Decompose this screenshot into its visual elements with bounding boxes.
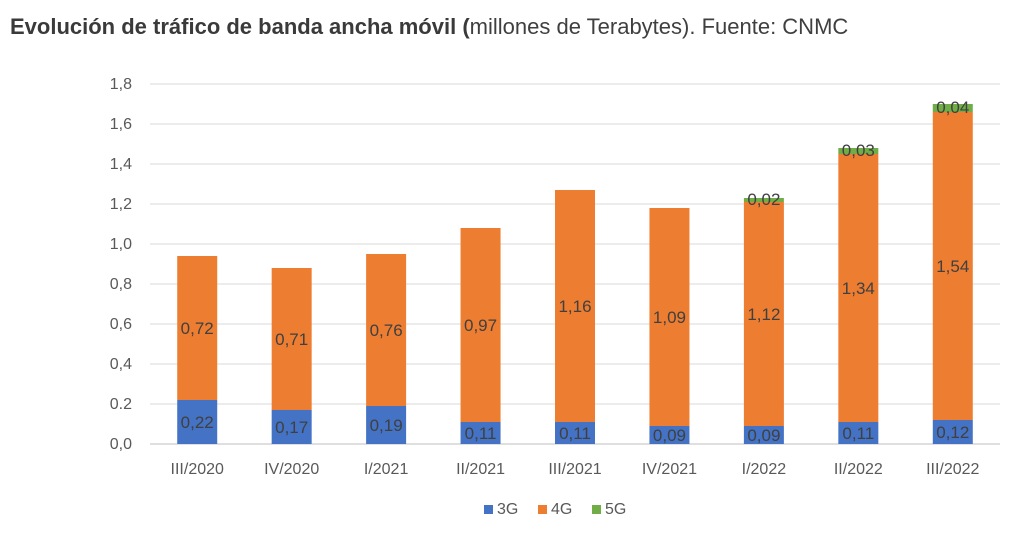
- bar-3g: [177, 400, 218, 444]
- legend-label: 5G: [605, 501, 626, 518]
- bar-4g: [838, 154, 879, 422]
- bar-3g: [649, 426, 690, 444]
- y-tick-label: 1,2: [110, 196, 132, 213]
- data-label: 1,54: [936, 257, 969, 276]
- bar-3g: [932, 420, 973, 444]
- data-label: 0,11: [842, 424, 874, 443]
- x-tick-label: III/2022: [926, 461, 979, 478]
- y-tick-label: 0,6: [110, 316, 132, 333]
- y-tick-label: 0,4: [110, 356, 132, 373]
- y-axis: 0,0 0.2 0,4 0,6 0,8 1,0 1,2 1,4 1,6 1,8: [110, 76, 132, 453]
- chart-title-normal: millones de Terabytes). Fuente: CNMC: [469, 14, 849, 39]
- bar-4g: [366, 254, 407, 406]
- bar-3g: [271, 410, 312, 444]
- y-tick-label: 0,8: [110, 276, 132, 293]
- data-label: 0,12: [936, 423, 969, 442]
- legend-swatch-5g: [592, 505, 601, 514]
- data-label: 0,02: [747, 190, 780, 209]
- bar-4g: [743, 202, 784, 426]
- bar-3g: [366, 406, 407, 444]
- bar-4g: [932, 112, 973, 420]
- bar-4g: [177, 256, 218, 400]
- data-label: 0,09: [747, 426, 780, 445]
- x-axis: III/2020 IV/2020 I/2021 II/2021 III/2021 IV/2…: [171, 461, 980, 478]
- data-label: 0,17: [275, 418, 308, 437]
- legend-label: 3G: [497, 501, 518, 518]
- x-tick-label: I/2022: [742, 461, 787, 478]
- bar-5g: [838, 148, 879, 154]
- bar-4g: [649, 208, 690, 426]
- x-tick-label: IV/2020: [264, 461, 319, 478]
- y-tick-label: 1,4: [110, 156, 132, 173]
- x-tick-label: III/2021: [548, 461, 601, 478]
- data-label: 0,03: [842, 141, 875, 160]
- x-tick-label: IV/2021: [642, 461, 697, 478]
- bar-3g: [460, 422, 501, 444]
- data-label: 0,97: [464, 316, 497, 335]
- legend-swatch-3g: [484, 505, 493, 514]
- data-label: 0,76: [370, 321, 403, 340]
- x-tick-label: II/2021: [456, 461, 505, 478]
- bar-5g: [932, 104, 973, 112]
- bar-4g: [271, 268, 312, 410]
- bars: [177, 104, 973, 444]
- bar-3g: [555, 422, 595, 444]
- y-tick-label: 0.2: [110, 396, 132, 413]
- y-tick-label: 0,0: [110, 436, 132, 453]
- data-label: 1,16: [558, 297, 591, 316]
- legend-swatch-4g: [538, 505, 547, 514]
- data-label: 0,22: [181, 413, 214, 432]
- data-label: 1,09: [653, 308, 686, 327]
- data-label: 0,11: [559, 424, 591, 443]
- data-label: 0,19: [370, 416, 403, 435]
- x-tick-label: III/2020: [171, 461, 224, 478]
- x-tick-label: II/2022: [834, 461, 883, 478]
- data-label: 0,72: [181, 319, 214, 338]
- data-label: 1,12: [747, 305, 780, 324]
- data-label: 0,71: [275, 330, 308, 349]
- bar-4g: [460, 228, 501, 422]
- y-tick-label: 1,0: [110, 236, 132, 253]
- data-label: 1,34: [842, 279, 875, 298]
- chart-title-bold: Evolución de tráfico de banda ancha móvi…: [10, 14, 470, 39]
- bar-4g: [555, 190, 595, 422]
- legend-label: 4G: [551, 501, 572, 518]
- data-labels: 0,22 0,72 0,17 0,71 0,19 0,76 0,11 0,97 0,11 1,16…: [181, 98, 970, 445]
- bar-5g: [743, 198, 784, 202]
- legend: 3G 4G 5G: [484, 501, 626, 518]
- chart-title: Evolución de tráfico de banda ancha móvi…: [10, 14, 848, 40]
- bar-3g: [743, 426, 784, 444]
- data-label: 0,11: [465, 424, 497, 443]
- data-label: 0,09: [653, 426, 686, 445]
- y-tick-label: 1,8: [110, 76, 132, 93]
- y-tick-label: 1,6: [110, 116, 132, 133]
- bar-3g: [838, 422, 879, 444]
- x-tick-label: I/2021: [364, 461, 409, 478]
- data-label: 0,04: [936, 98, 969, 117]
